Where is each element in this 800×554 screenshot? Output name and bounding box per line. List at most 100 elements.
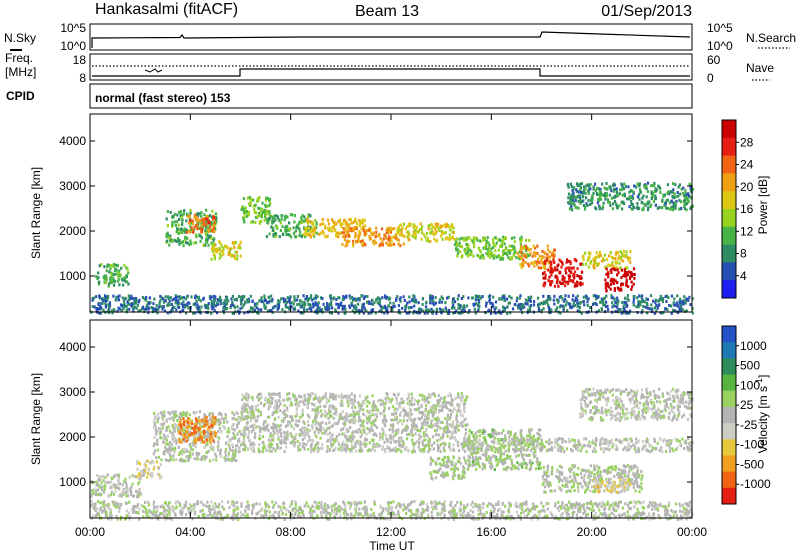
- power-cell: [456, 254, 459, 258]
- velocity-cell: [182, 413, 185, 417]
- power-cell: [440, 300, 443, 304]
- power-cell: [603, 253, 607, 257]
- power-cell: [166, 210, 169, 213]
- freq-tick-top: 18: [73, 53, 87, 67]
- power-cell: [364, 232, 367, 236]
- velocity-cell: [165, 438, 169, 442]
- power-cell: [354, 235, 357, 239]
- velocity-cell: [276, 410, 279, 414]
- power-cell: [580, 276, 583, 280]
- power-cell: [412, 223, 415, 227]
- velocity-cell: [355, 440, 358, 444]
- power-cell: [144, 298, 148, 302]
- power-cell: [212, 246, 215, 250]
- velocity-cell: [198, 433, 201, 437]
- power-cell: [99, 311, 102, 315]
- power-cell: [390, 306, 394, 310]
- power-cell: [558, 280, 561, 284]
- power-cell: [679, 192, 682, 196]
- power-cell: [116, 295, 120, 299]
- power-cell: [95, 308, 98, 312]
- velocity-cell: [228, 446, 231, 450]
- power-cell: [571, 197, 574, 201]
- power-cell: [617, 255, 620, 259]
- power-cell: [413, 224, 416, 228]
- velocity-cell: [249, 425, 252, 429]
- velocity-cell: [155, 432, 158, 436]
- velocity-cell: [338, 395, 341, 399]
- power-cell: [185, 231, 188, 234]
- velocity-cell: [417, 441, 420, 444]
- power-cell: [112, 263, 116, 266]
- power-cell: [219, 297, 222, 301]
- power-cell: [239, 307, 242, 311]
- power-cell: [673, 196, 676, 200]
- power-cell: [611, 196, 614, 200]
- power-cell: [462, 236, 465, 240]
- velocity-cell: [452, 443, 455, 447]
- velocity-cell: [249, 408, 252, 412]
- power-cell: [518, 296, 521, 300]
- power-cell: [489, 311, 493, 315]
- power-colorbar-segment: [722, 226, 736, 246]
- power-cell: [626, 266, 629, 270]
- velocity-cell: [233, 454, 236, 458]
- power-cell: [266, 309, 269, 313]
- velocity-cell: [214, 419, 217, 423]
- power-cell: [109, 280, 112, 284]
- power-cell: [628, 311, 631, 315]
- power-cell: [648, 200, 651, 204]
- velocity-cell: [416, 399, 419, 403]
- power-cell: [175, 220, 179, 224]
- power-cell: [494, 311, 497, 315]
- power-cell: [674, 206, 677, 210]
- power-cell: [673, 303, 676, 307]
- velocity-cell: [349, 448, 352, 452]
- velocity-cell: [314, 393, 317, 397]
- power-cell: [299, 311, 302, 315]
- power-cell: [335, 231, 338, 235]
- power-cell: [186, 236, 189, 240]
- power-cell: [525, 255, 528, 259]
- velocity-cell: [180, 457, 183, 461]
- velocity-cell: [331, 424, 334, 428]
- velocity-cell: [310, 445, 313, 449]
- velocity-cell: [371, 438, 374, 442]
- velocity-cell: [466, 395, 469, 399]
- power-cell: [240, 301, 243, 305]
- velocity-cell: [353, 397, 356, 401]
- velocity-cell: [338, 433, 341, 437]
- power-cell: [297, 309, 300, 313]
- power-cell: [324, 235, 327, 239]
- power-cell: [413, 304, 416, 308]
- power-cell: [339, 231, 343, 235]
- power-cell: [605, 281, 608, 285]
- velocity-cell: [361, 421, 364, 425]
- power-cell: [600, 197, 603, 201]
- power-cell: [305, 232, 309, 236]
- velocity-cell: [299, 428, 302, 432]
- power-cell: [599, 253, 602, 257]
- power-cell: [538, 254, 541, 258]
- power-cell: [135, 298, 138, 302]
- power-cell: [186, 295, 189, 299]
- power-cell: [586, 204, 589, 207]
- power-cell: [675, 199, 678, 203]
- power-cell: [268, 203, 271, 207]
- velocity-cell: [171, 416, 174, 420]
- power-cell: [549, 283, 552, 287]
- power-cell: [114, 272, 118, 276]
- velocity-cell: [217, 429, 220, 433]
- velocity-cell: [302, 442, 305, 446]
- velocity-cell: [308, 429, 311, 433]
- power-cell: [204, 228, 207, 232]
- power-cell: [520, 235, 523, 239]
- power-cell: [381, 240, 384, 244]
- velocity-cell: [187, 456, 190, 460]
- power-cell: [304, 226, 307, 230]
- power-cell: [607, 200, 610, 204]
- power-cell: [654, 203, 657, 207]
- power-cell: [249, 294, 252, 298]
- velocity-cell: [414, 432, 417, 436]
